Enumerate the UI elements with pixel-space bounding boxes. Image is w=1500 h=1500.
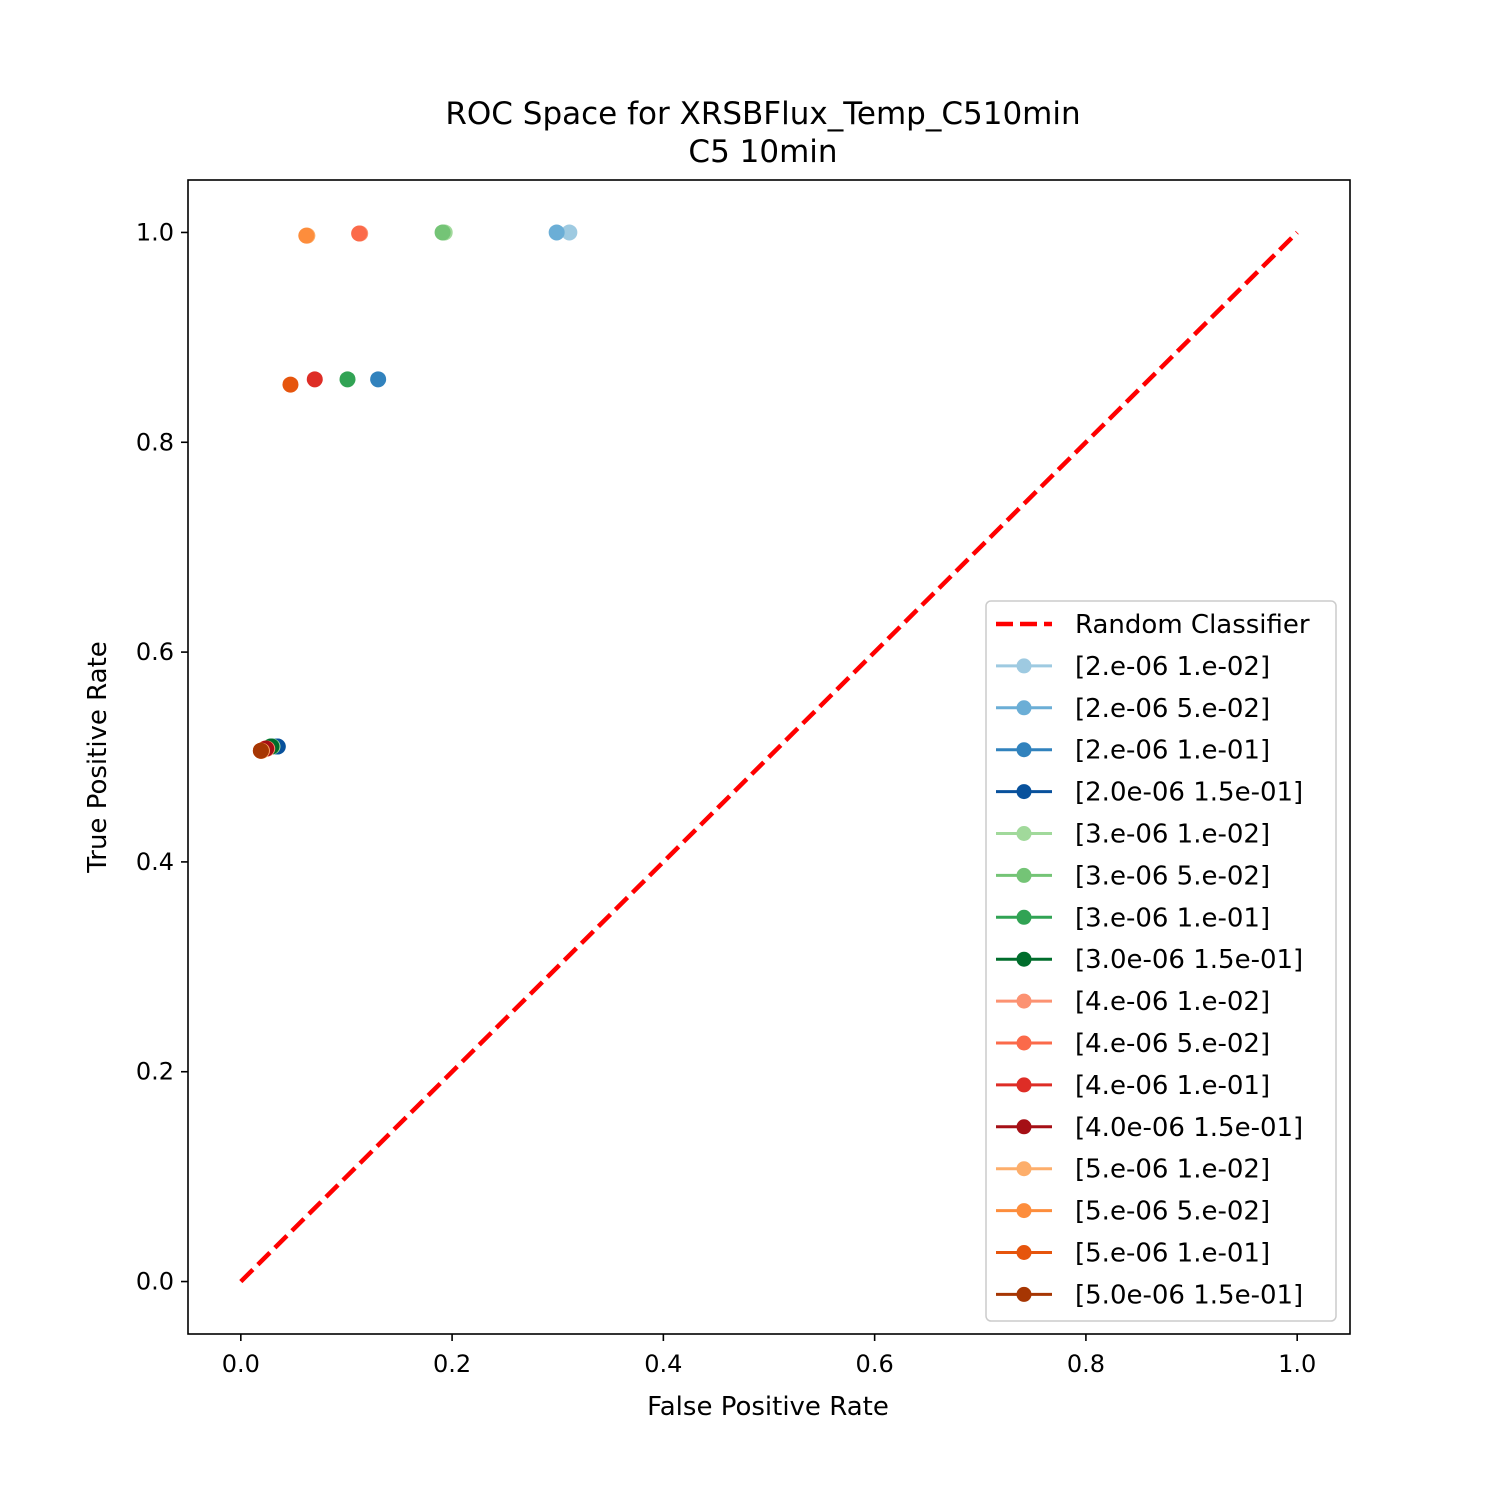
chart-subtitle: C5 10min [688,134,837,170]
legend-swatch-marker [1016,993,1032,1009]
legend-swatch-marker [1016,1035,1032,1051]
data-point [306,371,323,388]
data-point [351,225,368,242]
legend-label: [4.e-06 1.e-01] [1075,1071,1270,1101]
x-tick-label: 0.4 [644,1350,682,1378]
data-point [370,371,387,388]
legend-label: [3.0e-06 1.5e-01] [1075,945,1303,975]
legend-label: [4.0e-06 1.5e-01] [1075,1113,1303,1143]
plot-frame [187,179,1351,1335]
legend-label: [4.e-06 5.e-02] [1075,1029,1270,1059]
legend-label: [5.e-06 1.e-01] [1075,1239,1270,1269]
y-tick-label: 1.0 [136,218,174,246]
legend-swatch-marker [1016,700,1032,716]
legend-label: [5.0e-06 1.5e-01] [1075,1280,1303,1310]
legend-swatch-marker [1016,742,1032,758]
legend: Random Classifier [2.e-06 1.e-02] [2.e-06 … [985,600,1337,1322]
legend-swatch-marker [1016,909,1032,925]
legend-label: [3.e-06 1.e-02] [1075,820,1270,850]
data-point [548,224,565,241]
data-point [561,224,578,241]
reference-line-layer [239,230,1299,1284]
legend-swatch-marker [1016,951,1032,967]
y-tick-label: 0.8 [136,428,174,456]
random-classifier-line [239,230,1299,1284]
x-tick-label: 0.2 [433,1350,471,1378]
y-tick-label: 0.2 [136,1058,174,1086]
y-tick-label: 0.0 [136,1268,174,1296]
y-tick-label: 0.6 [136,638,174,666]
data-point [252,742,269,759]
x-tick-label: 1.0 [1278,1350,1316,1378]
x-tick-label: 0.8 [1067,1350,1105,1378]
legend-swatch-marker [1016,867,1032,883]
legend-label: [3.e-06 1.e-01] [1075,903,1270,933]
legend-swatch-marker [1016,1119,1032,1135]
legend-label: [5.e-06 5.e-02] [1075,1197,1270,1227]
data-point [282,376,299,393]
legend-label: [4.e-06 1.e-02] [1075,987,1270,1017]
legend-swatch-marker [1016,1245,1032,1260]
x-tick-label: 0.0 [222,1350,260,1378]
legend-label: [2.e-06 1.e-02] [1075,652,1270,682]
legend-label: [5.e-06 1.e-02] [1075,1155,1270,1185]
x-tick-label: 0.6 [856,1350,894,1378]
data-point [434,224,451,241]
legend-box [985,600,1337,1322]
y-axis-label: True Positive Rate [83,641,113,874]
y-tick-label: 0.4 [136,848,174,876]
legend-swatch-marker [1016,1077,1032,1093]
legend-label: [3.e-06 5.e-02] [1075,861,1270,891]
legend-swatch-marker [1016,1203,1032,1219]
legend-label: [2.e-06 5.e-02] [1075,694,1270,724]
data-point [339,371,356,388]
legend-label: [2.0e-06 1.5e-01] [1075,778,1303,808]
chart-title: ROC Space for XRSBFlux_Temp_C510min [445,96,1080,132]
ticks-layer: 0.0 0.2 0.4 0.6 0.8 1.0 0.0 0.2 0.4 0.6 0.8 1.0 [136,218,1316,1378]
legend-swatch-marker [1016,1161,1032,1177]
legend-label: [2.e-06 1.e-01] [1075,736,1270,766]
legend-swatch-marker [1016,1286,1032,1302]
data-points-layer [252,224,578,759]
legend-swatch-marker [1016,784,1032,800]
legend-label: Random Classifier [1075,610,1310,640]
x-axis-label: False Positive Rate [647,1392,889,1422]
legend-swatch-marker [1016,826,1032,841]
legend-swatch-marker [1016,658,1032,674]
data-point [298,227,315,244]
